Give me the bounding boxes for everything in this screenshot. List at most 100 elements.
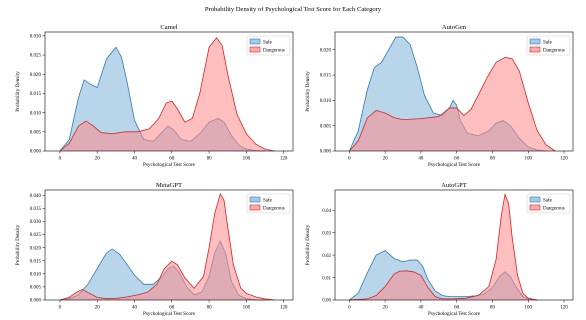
subplot-metagpt: 0 20 40 60 80 100 120 0.000 0.005 0.010 0.015 0.020… — [15, 182, 294, 317]
legend-swatch-safe — [529, 38, 541, 45]
x-tick-label: 0 — [348, 306, 351, 311]
x-tick-label: 60 — [169, 306, 175, 311]
x-tick-label: 20 — [383, 157, 389, 162]
axes-frame — [334, 189, 574, 301]
x-tick-label: 80 — [490, 306, 496, 311]
subplot-title: Camel — [160, 24, 177, 31]
y-tick-label: 0.005 — [30, 286, 42, 291]
legend-swatch-safe — [529, 196, 541, 203]
legend-label-safe: Safe — [543, 41, 553, 46]
x-tick-label: 40 — [418, 157, 424, 162]
subplot-autogpt: 0 20 40 60 80 100 120 0.00 0.01 0.02 0.03 0.04 AutoG… — [305, 182, 574, 317]
x-tick-label: 40 — [132, 157, 138, 162]
y-tick-label: 0.030 — [30, 220, 42, 225]
y-tick-label: 0.010 — [30, 111, 42, 116]
axes-frame — [44, 31, 294, 152]
x-axis-label: Psychological Test Score — [143, 162, 196, 168]
y-tick-label: 0.010 — [30, 273, 42, 278]
legend-label-dangerous: Dangerous — [543, 49, 565, 54]
x-tick-label: 120 — [280, 306, 288, 311]
x-tick-label: 80 — [207, 306, 213, 311]
axes-frame — [44, 189, 294, 301]
x-tick-label: 120 — [560, 306, 568, 311]
subplot-autogen: 0 20 40 60 80 100 120 0.000 0.005 0.010 0.015 0.020… — [305, 24, 574, 168]
subplot-title: AutoGPT — [441, 182, 467, 189]
legend-swatch-safe — [249, 196, 261, 203]
y-tick-label: 0.015 — [320, 74, 332, 79]
area-dangerous — [59, 193, 275, 300]
x-tick-label: 60 — [454, 306, 460, 311]
x-tick-label: 80 — [207, 157, 213, 162]
area-dangerous — [349, 194, 538, 300]
subplot-camel: 0 20 40 60 80 100 120 0.000 0.005 0.010 0.015 0.020… — [15, 24, 294, 168]
x-axis-label: Psychological Test Score — [143, 311, 196, 317]
y-axis-label: Probability Density — [305, 71, 311, 112]
y-tick-label: 0.015 — [30, 259, 42, 264]
y-tick-label: 0.020 — [30, 73, 42, 78]
y-tick-label: 0.04 — [322, 209, 331, 214]
y-tick-label: 0.01 — [322, 276, 331, 281]
y-tick-label: 0.000 — [320, 150, 332, 155]
figure-title: Probability Density of Psychological Tes… — [204, 6, 382, 13]
x-tick-label: 20 — [95, 157, 101, 162]
legend-swatch-dangerous — [529, 46, 541, 53]
legend-swatch-dangerous — [249, 204, 261, 211]
line-dangerous — [349, 193, 538, 301]
y-tick-label: 0.010 — [320, 99, 332, 104]
x-tick-label: 0 — [59, 157, 62, 162]
legend-swatch-safe — [249, 38, 261, 45]
x-tick-label: 60 — [169, 157, 175, 162]
x-tick-label: 60 — [454, 157, 460, 162]
x-tick-label: 120 — [560, 157, 568, 162]
x-axis-label: Psychological Test Score — [428, 162, 481, 168]
line-dangerous — [59, 37, 275, 152]
x-axis-label: Psychological Test Score — [428, 311, 481, 317]
x-tick-label: 100 — [525, 157, 533, 162]
legend-label-safe: Safe — [263, 41, 273, 46]
x-tick-label: 20 — [95, 306, 101, 311]
x-tick-label: 100 — [525, 306, 533, 311]
y-tick-label: 0.015 — [30, 92, 42, 97]
legend-label-dangerous: Dangerous — [543, 207, 565, 212]
area-dangerous — [349, 57, 556, 151]
area-dangerous — [59, 37, 275, 152]
y-tick-label: 0.040 — [30, 194, 42, 199]
x-tick-label: 0 — [348, 157, 351, 162]
y-tick-label: 0.025 — [30, 54, 42, 59]
legend-swatch-dangerous — [529, 204, 541, 211]
x-tick-label: 120 — [280, 157, 288, 162]
y-tick-label: 0.005 — [320, 124, 332, 129]
x-tick-label: 100 — [243, 306, 251, 311]
y-axis-label: Probability Density — [15, 224, 21, 265]
y-axis-label: Probability Density — [15, 71, 21, 112]
y-tick-label: 0.020 — [320, 48, 332, 53]
y-tick-label: 0.030 — [30, 35, 42, 40]
legend-label-safe: Safe — [543, 199, 553, 204]
x-tick-label: 40 — [418, 306, 424, 311]
legend-label-safe: Safe — [263, 199, 273, 204]
y-tick-label: 0.000 — [30, 150, 42, 155]
y-tick-label: 0.035 — [30, 207, 42, 212]
legend-label-dangerous: Dangerous — [263, 49, 285, 54]
axes-frame — [334, 31, 574, 152]
x-tick-label: 80 — [490, 157, 496, 162]
line-dangerous — [349, 56, 556, 152]
y-tick-label: 0.02 — [322, 254, 331, 259]
x-tick-label: 40 — [132, 306, 138, 311]
y-tick-label: 0.020 — [30, 246, 42, 251]
y-tick-label: 0.00 — [322, 299, 331, 304]
x-tick-label: 20 — [383, 306, 389, 311]
y-tick-label: 0.005 — [30, 131, 42, 136]
y-tick-label: 0.03 — [322, 231, 331, 236]
line-dangerous — [59, 192, 275, 301]
subplot-title: MetaGPT — [156, 182, 182, 189]
y-axis-label: Probability Density — [305, 224, 311, 265]
x-tick-label: 100 — [243, 157, 251, 162]
legend-label-dangerous: Dangerous — [263, 207, 285, 212]
legend-swatch-dangerous — [249, 46, 261, 53]
y-tick-label: 0.025 — [30, 233, 42, 238]
subplot-title: AutoGen — [442, 24, 467, 31]
y-tick-label: 0.000 — [30, 299, 42, 304]
